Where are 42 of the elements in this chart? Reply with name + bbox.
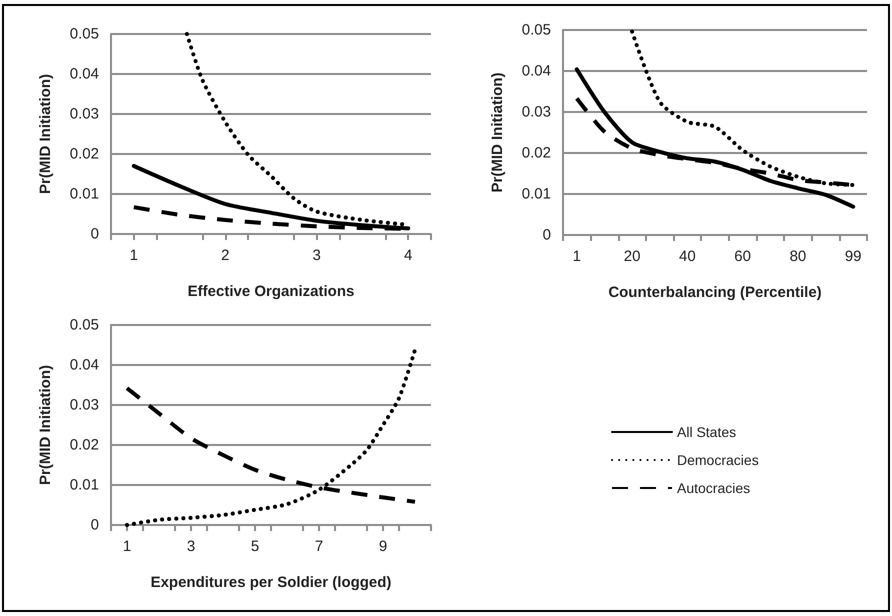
- x-tick-label: 9: [378, 538, 388, 555]
- x-axis-title: Counterbalancing (Percentile): [608, 284, 822, 301]
- x-tick-label: 20: [624, 248, 640, 265]
- y-tick-label: 0.02: [522, 144, 551, 162]
- y-tick-label: 0.02: [70, 436, 99, 454]
- y-tick-label: 0.03: [522, 104, 551, 120]
- legend-label: All States: [677, 424, 736, 440]
- y-tick-label: 0.04: [70, 356, 99, 374]
- x-tick-label: 1: [130, 247, 138, 264]
- x-tick-label: 1: [572, 248, 581, 265]
- x-tick-label: 60: [734, 248, 751, 265]
- y-tick-label: 0.05: [70, 26, 99, 42]
- x-tick-label: 3: [312, 247, 321, 264]
- y-tick-label: 0: [90, 226, 99, 242]
- y-tick-label: 0.01: [522, 186, 551, 202]
- x-tick-label: 40: [679, 248, 696, 265]
- y-tick-label: 0.05: [70, 316, 99, 334]
- y-tick-label: 0.03: [70, 396, 99, 414]
- y-tick-label: 0.03: [70, 106, 99, 122]
- y-axis-title: Pr(MID Initiation): [37, 365, 54, 485]
- y-tick-label: 0.01: [70, 476, 99, 494]
- x-axis-title: Expenditures per Soldier (logged): [150, 574, 392, 591]
- y-axis-title: Pr(MID Initiation): [489, 72, 506, 192]
- x-tick-label: 5: [250, 538, 260, 555]
- y-tick-label: 0.02: [70, 146, 99, 162]
- x-tick-label: 4: [404, 247, 412, 264]
- y-tick-label: 0.04: [522, 62, 551, 80]
- x-tick-label: 99: [844, 248, 862, 265]
- x-axis-title: Effective Organizations: [188, 283, 354, 300]
- x-tick-label: 1: [122, 538, 132, 555]
- y-tick-label: 0: [90, 516, 99, 534]
- x-tick-label: 80: [790, 248, 806, 265]
- y-tick-label: 0.04: [70, 66, 99, 82]
- y-tick-label: 0.05: [522, 22, 551, 38]
- y-tick-label: 0.01: [70, 186, 99, 202]
- y-tick-label: 0: [542, 226, 551, 244]
- x-tick-label: 2: [221, 247, 230, 264]
- x-tick-label: 7: [314, 538, 324, 555]
- legend-label: Democracies: [677, 452, 759, 468]
- x-tick-label: 3: [186, 538, 196, 555]
- legend-label: Autocracies: [677, 480, 750, 496]
- y-axis-title: Pr(MID Initiation): [37, 74, 54, 194]
